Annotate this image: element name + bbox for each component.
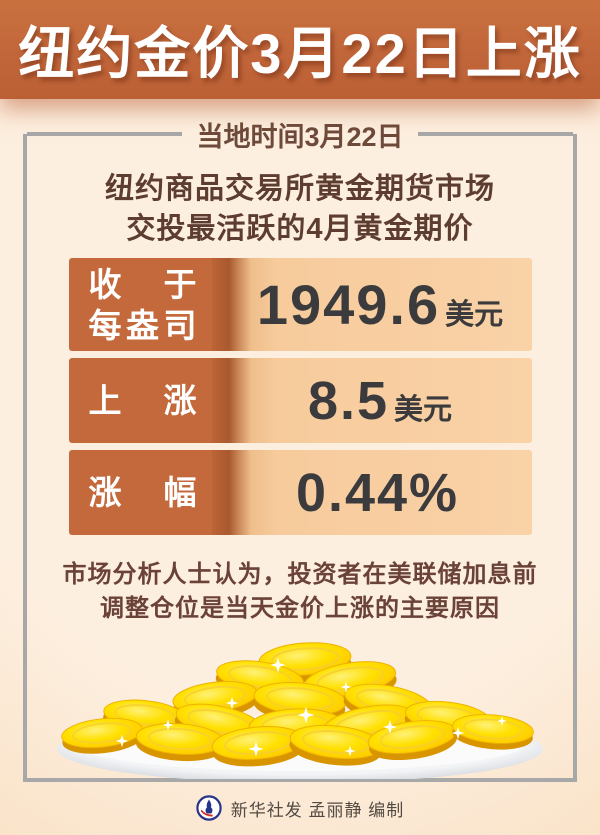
page-title: 纽约金价3月22日上涨: [18, 22, 582, 85]
content-frame: 当地时间3月22日 纽约商品交易所黄金期货市场 交投最活跃的4月黄金期价 收于 …: [23, 122, 577, 782]
metric-value: 8.5: [307, 370, 390, 431]
metric-unit: 美元: [445, 299, 504, 331]
date-tag-row: 当地时间3月22日: [27, 119, 573, 152]
analysis-line1: 市场分析人士认为，投资者在美联储加息前: [62, 561, 538, 588]
analysis-line2: 调整仓位是当天金价上涨的主要原因: [100, 595, 500, 622]
metric-value-cell: 8.5 美元: [228, 358, 532, 443]
date-tag: 当地时间3月22日: [196, 121, 404, 152]
metric-unit: 美元: [394, 393, 453, 426]
metric-value: 0.44%: [295, 462, 460, 523]
footer-credit-row: 新华社发 孟丽静 编制: [0, 795, 600, 821]
table-row-close-price: 收于 每盎司 1949.6 美元: [68, 258, 532, 351]
divider-line-right: [417, 132, 573, 136]
analysis-text: 市场分析人士认为，投资者在美联储加息前 调整仓位是当天金价上涨的主要原因: [27, 558, 573, 626]
table-row-change-percent: 涨幅 0.44%: [68, 450, 532, 535]
metric-label-line1: 收于: [88, 265, 197, 303]
metric-label-line1: 涨幅: [88, 474, 197, 511]
divider-line-left: [27, 132, 183, 136]
metric-label-line1: 上涨: [88, 382, 197, 419]
table-row-change: 上涨 8.5 美元: [68, 358, 532, 443]
metric-label: 上涨: [68, 358, 229, 443]
metric-label: 收于 每盎司: [68, 258, 229, 351]
headline-line1: 纽约商品交易所黄金期货市场: [104, 173, 495, 205]
stats-table: 收于 每盎司 1949.6 美元 上涨 8.5 美元 涨幅 0.44%: [68, 258, 532, 535]
xinhua-logo-icon: [196, 795, 222, 821]
credit-text: 新华社发 孟丽静 编制: [230, 800, 405, 820]
metric-value-cell: 0.44%: [228, 450, 532, 535]
gold-coins-illustration: [57, 638, 543, 779]
metric-label: 涨幅: [68, 450, 229, 535]
metric-value: 1949.6: [256, 273, 441, 336]
metric-value-cell: 1949.6 美元: [228, 258, 532, 351]
headline: 纽约商品交易所黄金期货市场 交投最活跃的4月黄金期价: [27, 169, 573, 249]
headline-line2: 交投最活跃的4月黄金期价: [126, 213, 474, 245]
metric-label-line2: 每盎司: [88, 306, 197, 344]
header-bar: 纽约金价3月22日上涨: [0, 0, 600, 99]
